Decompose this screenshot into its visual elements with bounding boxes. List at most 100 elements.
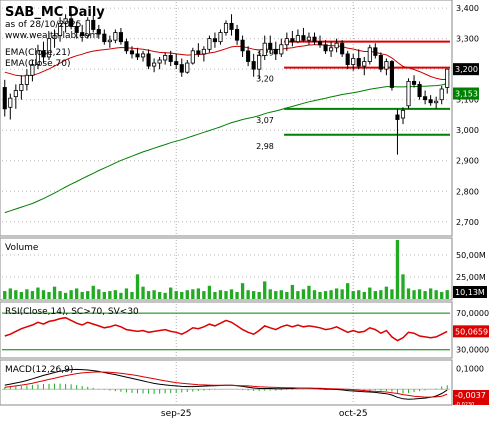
candle-body [257, 55, 262, 70]
price-level-label: 3,20 [256, 75, 274, 84]
candle-body [367, 47, 372, 62]
volume-bar [130, 291, 134, 299]
macd-signal-line [4, 371, 448, 398]
rsi-tick-label: 30,0000 [456, 346, 489, 355]
candle-body [306, 36, 312, 41]
candle-body [80, 32, 85, 36]
candle-body [251, 61, 256, 70]
candle-body [207, 38, 212, 50]
y-tick-label: 3,300 [456, 35, 479, 44]
candle-body [41, 50, 46, 58]
candle-body [223, 22, 229, 33]
volume-bar [185, 290, 189, 299]
candle-body [35, 50, 41, 65]
price-level-label: 3,07 [256, 116, 274, 125]
rsi-legend: RSI(Close,14), SC>70, SV<30 [5, 307, 139, 317]
volume-bar [334, 288, 339, 299]
candle-body [19, 84, 24, 91]
macd-panel[interactable] [0, 359, 453, 406]
candle-body [362, 61, 367, 67]
volume-bar [30, 291, 35, 299]
volume-bar [135, 274, 140, 299]
volume-bar [218, 290, 223, 299]
volume-bar [357, 290, 361, 299]
volume-bar [63, 292, 68, 299]
macd-legend: MACD(12,26,9) [5, 365, 73, 375]
candle-body [273, 48, 278, 55]
candle-body [85, 19, 90, 36]
candle-body [185, 62, 190, 73]
volume-bar [196, 288, 201, 299]
volume-bar [312, 290, 317, 299]
volume-value-tag: 10,13M [455, 288, 485, 297]
y-tick-label: 2,900 [456, 157, 479, 166]
candle-body [373, 47, 378, 56]
volume-bar [362, 291, 366, 299]
rsi-line [4, 316, 448, 342]
chart-overlays: 3,293,203,072,98 [4, 40, 450, 214]
volume-bar [423, 291, 427, 299]
candle-body [400, 109, 406, 119]
volume-panel[interactable] [0, 237, 453, 301]
candle-body [107, 39, 112, 43]
volume-bar [290, 284, 295, 299]
candle-body [317, 41, 323, 46]
volume-bar [180, 291, 184, 299]
price-level-label: 2,98 [256, 142, 274, 151]
candle-body [140, 53, 146, 58]
volume-bar [395, 240, 400, 299]
volume-bar [246, 290, 250, 299]
volume-bar [379, 290, 383, 299]
volume-bar [19, 291, 24, 299]
volume-bar [440, 291, 444, 299]
candle-body [46, 38, 52, 58]
candle-body [340, 42, 345, 55]
rsi-value-tag-bg [453, 325, 489, 338]
candle-body [235, 29, 240, 41]
candle-body [406, 80, 411, 107]
volume-bar [263, 281, 267, 299]
volume-bar [157, 291, 162, 299]
volume-bar [97, 289, 101, 299]
ema21-legend: EMA(Close,21) [5, 48, 70, 58]
candle-body [8, 97, 13, 108]
volume-bar [323, 291, 328, 299]
candle-body [395, 114, 400, 120]
candle-body [301, 35, 306, 41]
volume-bar [390, 289, 394, 299]
volume-bar [318, 291, 322, 299]
volume-bar [52, 286, 57, 299]
volume-bar [25, 289, 29, 299]
candle-body [168, 55, 173, 62]
volume-bar [8, 288, 12, 299]
candle-body [290, 38, 295, 43]
candle-body [351, 58, 356, 65]
price-panel[interactable] [0, 0, 453, 237]
candle-body [334, 42, 339, 49]
ema70-value-tag: 3,153 [455, 90, 478, 99]
candle-body [63, 18, 68, 24]
y-tick-label: 3,100 [456, 96, 479, 105]
volume-bar [141, 286, 145, 299]
candle-body [323, 44, 328, 52]
candle-body [445, 68, 450, 88]
volume-bar [152, 290, 156, 299]
candle-body [389, 61, 394, 88]
volume-bar [80, 291, 84, 299]
volume-bar [75, 288, 79, 299]
volume-tick-label: 50,00M [456, 251, 486, 260]
last-price-tag-bg [453, 63, 479, 76]
candle-body [52, 35, 57, 40]
candle-body [411, 80, 417, 85]
volume-bar [401, 274, 405, 299]
candle-body [124, 41, 129, 52]
rsi-value-tag: 50,0659 [455, 327, 488, 336]
volume-bar [268, 289, 272, 299]
candle-body [13, 90, 18, 98]
volume-bar [69, 290, 73, 299]
candle-body [163, 55, 168, 61]
volume-bar [213, 291, 217, 299]
candle-body [24, 74, 29, 85]
